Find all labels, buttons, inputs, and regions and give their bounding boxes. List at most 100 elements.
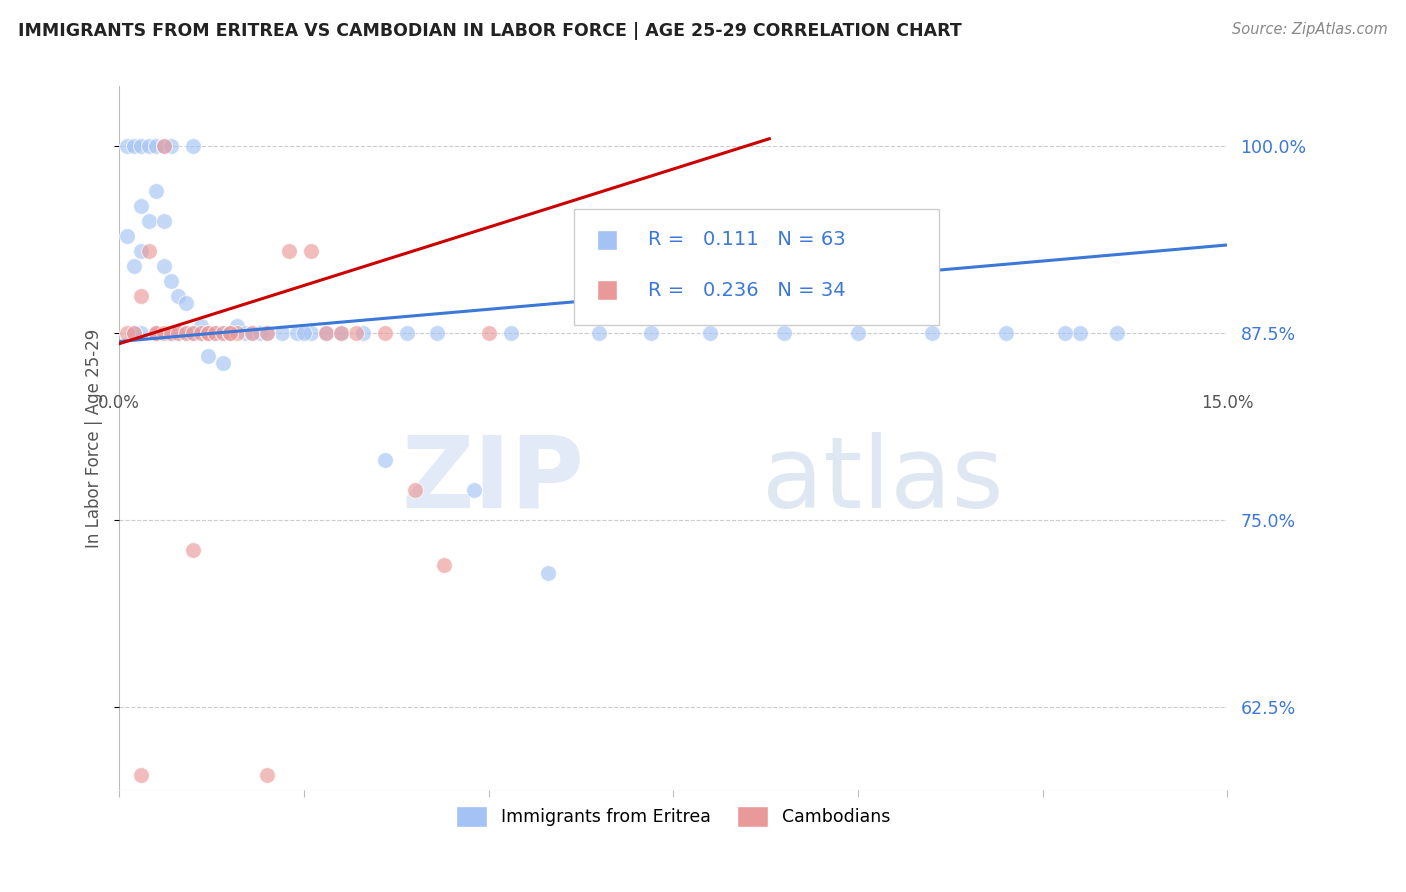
Point — [204, 326, 226, 341]
Point — [478, 326, 501, 341]
Point — [256, 767, 278, 781]
Point — [233, 326, 256, 341]
Point — [344, 326, 367, 341]
Point — [240, 326, 263, 341]
Point — [374, 326, 396, 341]
Point — [426, 326, 449, 341]
Point — [174, 326, 197, 341]
Point — [145, 326, 167, 341]
Point — [131, 289, 153, 303]
Point — [181, 326, 204, 341]
Point — [240, 326, 263, 341]
Point — [219, 326, 242, 341]
Point — [174, 296, 197, 310]
Point — [249, 326, 271, 341]
Point — [1053, 326, 1076, 341]
Point — [160, 274, 183, 288]
Point — [352, 326, 374, 341]
Point — [181, 326, 204, 341]
Point — [396, 326, 419, 341]
Point — [181, 326, 204, 341]
Point — [167, 326, 190, 341]
Point — [315, 326, 337, 341]
Point — [167, 326, 190, 341]
Point — [145, 184, 167, 198]
Point — [131, 767, 153, 781]
Point — [219, 326, 242, 341]
Point — [226, 326, 249, 341]
Point — [285, 326, 308, 341]
Point — [773, 326, 796, 341]
Point — [315, 326, 337, 341]
Point — [131, 326, 153, 341]
Point — [640, 326, 662, 341]
Point — [537, 566, 560, 580]
Text: atlas: atlas — [762, 432, 1004, 529]
Legend: Immigrants from Eritrea, Cambodians: Immigrants from Eritrea, Cambodians — [449, 798, 897, 834]
Point — [299, 244, 322, 258]
Point — [433, 558, 456, 573]
Point — [499, 326, 522, 341]
Point — [145, 139, 167, 153]
Point — [138, 139, 160, 153]
Point — [211, 326, 233, 341]
Point — [1069, 326, 1091, 341]
Point — [699, 326, 721, 341]
Point — [270, 326, 292, 341]
Point — [204, 326, 226, 341]
Point — [152, 214, 174, 228]
Point — [374, 453, 396, 467]
Point — [292, 326, 315, 341]
Text: Source: ZipAtlas.com: Source: ZipAtlas.com — [1232, 22, 1388, 37]
Point — [921, 326, 943, 341]
Point — [190, 326, 212, 341]
Text: R =   0.236   N = 34: R = 0.236 N = 34 — [648, 281, 845, 300]
Point — [152, 259, 174, 273]
Point — [145, 326, 167, 341]
Point — [174, 326, 197, 341]
Point — [122, 326, 145, 341]
Point — [122, 259, 145, 273]
Point — [211, 356, 233, 370]
Point — [256, 326, 278, 341]
Point — [1105, 326, 1128, 341]
Text: IMMIGRANTS FROM ERITREA VS CAMBODIAN IN LABOR FORCE | AGE 25-29 CORRELATION CHAR: IMMIGRANTS FROM ERITREA VS CAMBODIAN IN … — [18, 22, 962, 40]
Point — [115, 326, 138, 341]
Point — [122, 139, 145, 153]
Point — [181, 139, 204, 153]
Point — [190, 326, 212, 341]
Point — [160, 326, 183, 341]
Point — [145, 326, 167, 341]
Point — [846, 326, 869, 341]
Point — [122, 326, 145, 341]
FancyBboxPatch shape — [574, 210, 939, 326]
Point — [167, 289, 190, 303]
Point — [219, 326, 242, 341]
Point — [197, 349, 219, 363]
Point — [197, 326, 219, 341]
Y-axis label: In Labor Force | Age 25-29: In Labor Force | Age 25-29 — [86, 328, 103, 548]
Point — [160, 326, 183, 341]
Point — [131, 199, 153, 213]
Point — [115, 139, 138, 153]
Point — [463, 483, 485, 498]
Point — [131, 244, 153, 258]
Text: 15.0%: 15.0% — [1201, 394, 1254, 412]
Point — [160, 139, 183, 153]
Point — [211, 326, 233, 341]
Point — [278, 244, 301, 258]
Point — [197, 326, 219, 341]
Point — [152, 139, 174, 153]
Point — [152, 326, 174, 341]
Text: R =   0.111   N = 63: R = 0.111 N = 63 — [648, 230, 845, 249]
Point — [115, 229, 138, 244]
Point — [138, 214, 160, 228]
Text: ZIP: ZIP — [402, 432, 585, 529]
Point — [994, 326, 1017, 341]
Point — [190, 318, 212, 333]
Point — [138, 244, 160, 258]
Point — [226, 318, 249, 333]
Point — [152, 139, 174, 153]
Point — [197, 326, 219, 341]
Point — [329, 326, 352, 341]
